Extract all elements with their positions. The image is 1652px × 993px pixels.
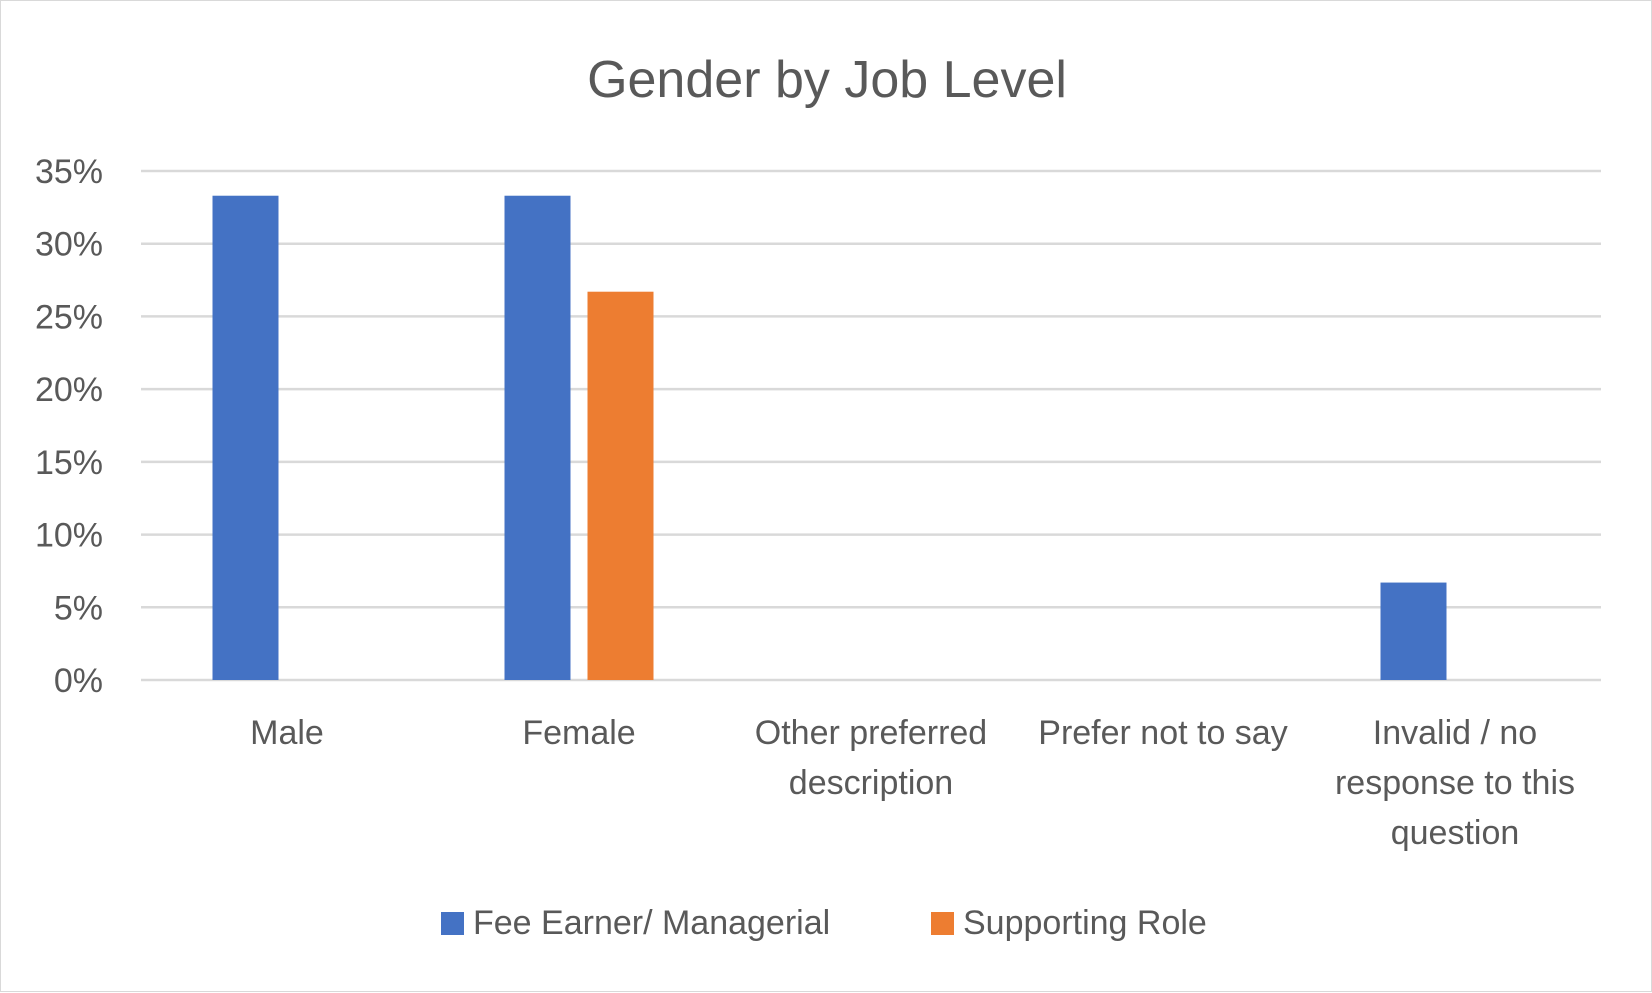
legend-label: Supporting Role	[963, 904, 1207, 942]
y-tick-label: 20%	[35, 371, 103, 409]
x-tick-label: Female	[522, 714, 635, 752]
bar	[1380, 582, 1447, 680]
y-axis-ticks: 0% 5% 10% 15% 20% 25% 30% 35%	[35, 153, 103, 700]
x-tick-label: Male	[250, 714, 324, 752]
x-tick-label: response to this	[1335, 764, 1575, 802]
legend-swatch	[931, 912, 954, 935]
x-tick-label: question	[1391, 814, 1520, 852]
x-axis-labels: Male Female Other preferred description Pref…	[250, 714, 1575, 852]
y-tick-label: 30%	[35, 226, 103, 264]
legend: Fee Earner/ Managerial Supporting Role	[441, 904, 1207, 942]
x-tick-label: Invalid / no	[1373, 714, 1537, 752]
y-tick-label: 5%	[54, 589, 103, 627]
gridlines	[141, 169, 1601, 682]
bars	[212, 195, 1447, 681]
x-tick-label: Prefer not to say	[1038, 714, 1287, 752]
legend-swatch	[441, 912, 464, 935]
x-tick-label: Other preferred	[755, 714, 987, 752]
y-tick-label: 15%	[35, 444, 103, 482]
y-tick-label: 35%	[35, 153, 103, 191]
bar	[587, 291, 654, 680]
x-tick-label: description	[789, 764, 953, 802]
y-tick-label: 10%	[35, 517, 103, 555]
y-tick-label: 0%	[54, 662, 103, 700]
chart-title: Gender by Job Level	[587, 51, 1067, 109]
bar	[504, 195, 571, 681]
bar	[212, 195, 279, 681]
legend-label: Fee Earner/ Managerial	[473, 904, 830, 942]
y-tick-label: 25%	[35, 298, 103, 336]
